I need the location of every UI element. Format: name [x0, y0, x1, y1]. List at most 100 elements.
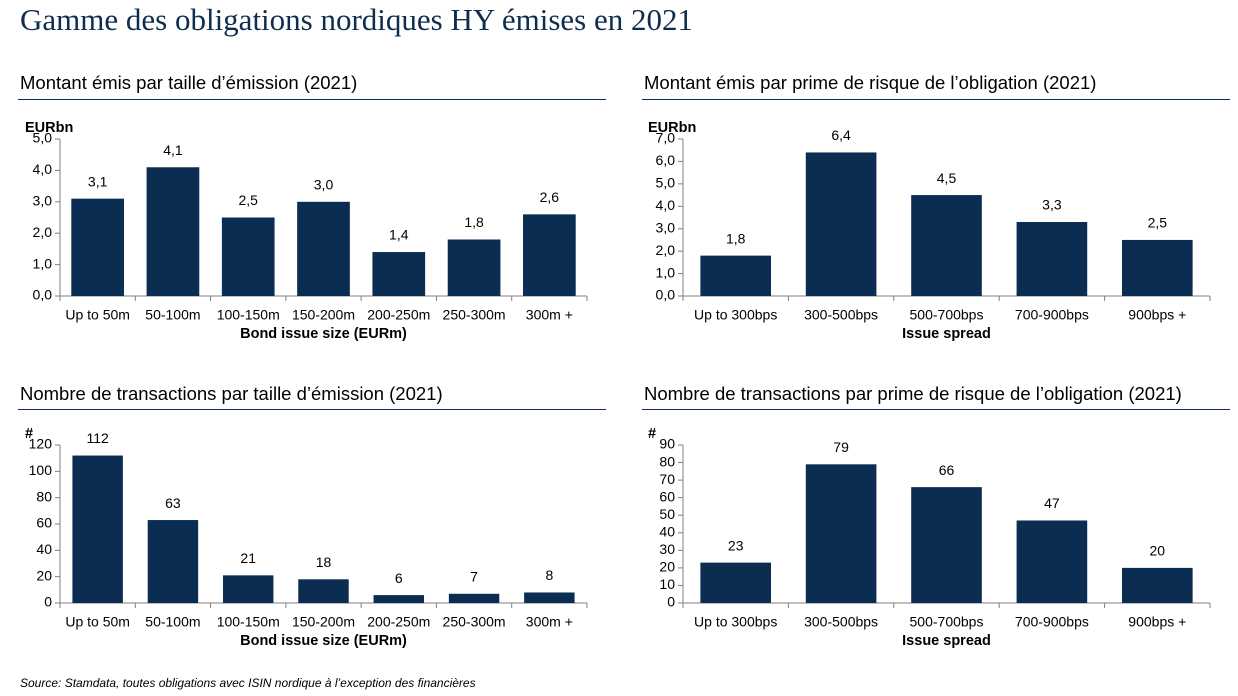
data-label: 47	[1044, 495, 1060, 511]
y-tick-label: 4,0	[656, 197, 676, 213]
bar	[72, 455, 123, 603]
y-tick-label: 2,0	[656, 242, 676, 258]
data-label: 63	[165, 495, 181, 511]
chart-title-count-by-size: Nombre de transactions par taille d’émis…	[20, 383, 443, 404]
unit-label: #	[648, 426, 656, 442]
x-tick-label: 250-300m	[443, 307, 506, 323]
bar	[1016, 520, 1088, 603]
bar	[524, 592, 575, 603]
x-tick-label: 500-700bps	[910, 307, 984, 323]
y-tick-label: 60	[36, 515, 52, 531]
bar	[1121, 567, 1193, 603]
x-tick-label: Up to 50m	[65, 614, 130, 630]
bar	[447, 239, 501, 296]
bar	[298, 579, 349, 603]
x-tick-label: 100-150m	[217, 307, 280, 323]
x-tick-label: 100-150m	[217, 614, 280, 630]
title-rule	[642, 409, 1230, 410]
data-label: 1,8	[726, 230, 746, 246]
y-tick-label: 0,0	[33, 287, 53, 303]
bar	[147, 520, 199, 603]
y-tick-label: 60	[659, 488, 675, 504]
bar	[805, 464, 877, 603]
data-label: 8	[545, 567, 553, 583]
y-tick-label: 120	[29, 436, 53, 452]
x-axis-title: Bond issue size (EURm)	[240, 633, 407, 649]
x-tick-label: 50-100m	[145, 614, 200, 630]
bar	[221, 217, 275, 296]
data-label: 3,3	[1042, 197, 1062, 213]
x-tick-label: 700-900bps	[1015, 307, 1089, 323]
title-rule	[642, 99, 1230, 100]
bar	[911, 195, 982, 296]
bar	[523, 214, 576, 296]
chart-title-count-by-spread: Nombre de transactions par prime de risq…	[644, 383, 1182, 404]
data-label: 18	[316, 554, 332, 570]
data-label: 4,1	[163, 142, 183, 158]
x-tick-label: 900bps +	[1128, 307, 1186, 323]
x-tick-label: 200-250m	[367, 307, 430, 323]
bar	[1016, 221, 1088, 296]
y-tick-label: 7,0	[656, 130, 676, 146]
bar	[373, 595, 425, 603]
y-tick-label: 20	[659, 559, 675, 575]
title-rule	[18, 99, 606, 100]
chart-title-amount-by-spread: Montant émis par prime de risque de l’ob…	[644, 72, 1097, 93]
data-label: 1,4	[389, 227, 409, 243]
x-tick-label: Up to 300bps	[694, 614, 777, 630]
bar	[805, 152, 877, 296]
data-label: 6,4	[831, 127, 851, 143]
x-tick-label: 700-900bps	[1015, 614, 1089, 630]
bar	[1121, 239, 1193, 296]
bar	[222, 575, 274, 603]
y-tick-label: 80	[659, 453, 675, 469]
y-tick-label: 3,0	[656, 219, 676, 235]
y-tick-label: 5,0	[656, 175, 676, 191]
y-tick-label: 5,0	[33, 130, 53, 146]
data-label: 2,5	[238, 192, 258, 208]
y-tick-label: 2,0	[33, 224, 53, 240]
x-tick-label: 150-200m	[292, 307, 355, 323]
bar	[71, 198, 124, 296]
y-tick-label: 4,0	[33, 161, 53, 177]
bar	[372, 252, 426, 296]
x-axis-title: Issue spread	[902, 633, 991, 649]
data-label: 2,5	[1148, 215, 1168, 231]
bar	[911, 487, 982, 603]
y-tick-label: 80	[36, 488, 52, 504]
source-note: Source: Stamdata, toutes obligations ave…	[20, 676, 476, 690]
data-label: 7	[470, 568, 478, 584]
x-tick-label: 50-100m	[145, 307, 200, 323]
unit-label: EURbn	[25, 120, 73, 136]
y-tick-label: 40	[36, 541, 52, 557]
x-tick-label: 250-300m	[443, 614, 506, 630]
data-label: 23	[728, 537, 744, 553]
x-tick-label: 300m +	[526, 307, 573, 323]
data-label: 79	[833, 439, 849, 455]
data-label: 2,6	[540, 189, 560, 205]
x-tick-label: 150-200m	[292, 614, 355, 630]
x-tick-label: 200-250m	[367, 614, 430, 630]
title-rule	[18, 409, 606, 410]
bar	[700, 562, 772, 603]
y-tick-label: 0	[667, 594, 675, 610]
x-tick-label: 300-500bps	[804, 614, 878, 630]
page-title: Gamme des obligations nordiques HY émise…	[20, 2, 693, 37]
y-tick-label: 90	[659, 436, 675, 452]
y-tick-label: 70	[659, 471, 675, 487]
x-tick-label: Up to 300bps	[694, 307, 777, 323]
y-tick-label: 10	[659, 576, 675, 592]
x-tick-label: 300m +	[526, 614, 573, 630]
data-label: 66	[939, 462, 955, 478]
unit-label: #	[25, 426, 33, 442]
y-tick-label: 3,0	[33, 193, 53, 209]
x-tick-label: 500-700bps	[910, 614, 984, 630]
y-tick-label: 1,0	[656, 264, 676, 280]
bar	[448, 593, 500, 603]
data-label: 20	[1150, 543, 1166, 559]
y-tick-label: 50	[659, 506, 675, 522]
bar	[700, 255, 772, 296]
